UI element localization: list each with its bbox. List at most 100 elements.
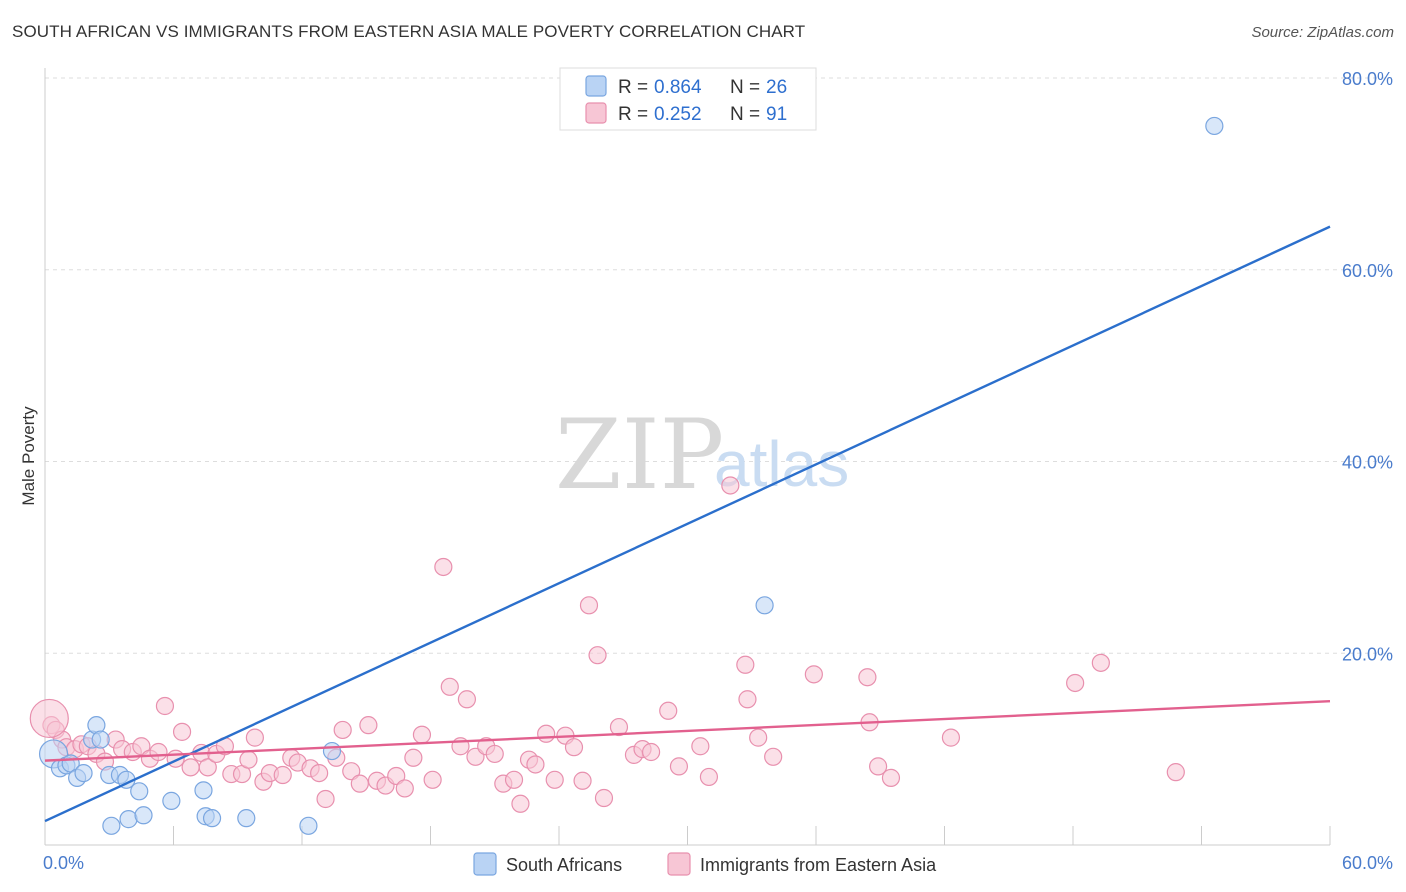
source-credit: Source: ZipAtlas.com (1251, 24, 1394, 41)
immigrants-point (579, 596, 599, 615)
immigrants-point (736, 655, 755, 674)
immigrants-point (132, 737, 151, 756)
immigrants-point (511, 794, 530, 813)
y-tick-label: 20.0% (1342, 644, 1393, 664)
immigrants-point (359, 716, 378, 735)
immigrants-point (440, 677, 459, 696)
immigrants-points (29, 476, 1185, 813)
immigrants-point (941, 728, 961, 747)
watermark-zip: ZIP (555, 399, 724, 511)
south-africans-point (194, 781, 213, 800)
immigrants-point (198, 758, 217, 777)
immigrants-point (485, 744, 504, 764)
y-tick-label: 60.0% (1342, 261, 1393, 281)
immigrants-point (588, 646, 607, 665)
immigrants-point (1066, 673, 1085, 693)
immigrants-point (537, 724, 556, 743)
immigrants-point (333, 720, 352, 740)
south-africans-trend-line (44, 225, 1331, 823)
immigrants-point (869, 757, 888, 776)
grid-lines (45, 77, 1392, 654)
chart-title: SOUTH AFRICAN VS IMMIGRANTS FROM EASTERN… (12, 22, 806, 41)
immigrants-point (239, 750, 258, 769)
x-tick-label-min: 0.0% (43, 853, 84, 873)
south-africans-point (91, 730, 110, 749)
immigrants-point (273, 765, 292, 785)
watermark: ZIP atlas (555, 399, 849, 511)
tick-labels: 20.0% 40.0% 60.0% 80.0% 0.0% 60.0% (43, 69, 1393, 873)
immigrants-point (310, 763, 329, 783)
legend-label-south-africans: South Africans (506, 855, 622, 875)
legend-label-immigrants: Immigrants from Eastern Asia (700, 855, 937, 875)
south-africans-point (755, 596, 774, 615)
immigrants-point (29, 698, 69, 739)
immigrants-point (881, 768, 901, 787)
immigrants-point (564, 738, 584, 757)
series-legend: South Africans Immigrants from Eastern A… (473, 852, 937, 876)
immigrants-point (609, 717, 629, 737)
immigrants-point (434, 557, 453, 577)
legend-r-value-1: 0.864 (654, 77, 702, 98)
immigrants-trend-line (44, 699, 1331, 762)
immigrants-point (573, 771, 592, 790)
south-africans-point (74, 763, 93, 783)
south-africans-point (1205, 116, 1224, 136)
south-africans-point (237, 809, 256, 828)
legend-r-label-1: R = (618, 77, 648, 98)
immigrants-point (699, 767, 719, 787)
legend-swatch-immigrants (667, 852, 691, 876)
south-africans-point (119, 810, 138, 829)
south-africans-point (322, 741, 342, 761)
immigrants-point (1166, 763, 1185, 782)
immigrants-point (395, 779, 414, 798)
immigrants-point (387, 766, 406, 786)
immigrants-point (749, 728, 768, 747)
trend-lines (44, 225, 1331, 823)
legend-n-label-1: N = (730, 77, 760, 98)
immigrants-point (350, 774, 369, 793)
immigrants-point (457, 690, 477, 709)
immigrants-point (423, 770, 442, 789)
immigrants-point (316, 789, 335, 809)
y-tick-label: 40.0% (1342, 453, 1393, 473)
immigrants-point (858, 668, 877, 687)
south-africans-point (102, 816, 121, 835)
immigrants-point (721, 476, 740, 495)
legend-swatch-pink (585, 102, 607, 124)
immigrants-point (545, 770, 564, 789)
correlation-legend: R = 0.864 N = 26 R = 0.252 N = 91 (559, 67, 817, 131)
immigrants-point (764, 747, 783, 766)
immigrants-point (669, 757, 689, 776)
immigrants-point (738, 690, 757, 709)
immigrants-point (594, 788, 614, 808)
legend-n-value-1: 26 (766, 77, 787, 98)
immigrants-point (149, 742, 168, 762)
immigrants-point (526, 755, 545, 774)
south-africans-point (130, 782, 149, 801)
y-axis-title: Male Poverty (19, 406, 38, 506)
immigrants-point (155, 696, 175, 716)
legend-swatch-south-africans (473, 852, 497, 876)
x-tick-label-max: 60.0% (1342, 853, 1393, 873)
immigrants-point (342, 762, 361, 781)
immigrants-point (504, 770, 524, 789)
legend-swatch-blue (585, 75, 607, 97)
legend-r-value-2: 0.252 (654, 104, 702, 125)
south-africans-point (299, 816, 318, 835)
immigrants-point (245, 728, 264, 747)
immigrants-point (404, 748, 423, 767)
immigrants-point (1091, 653, 1110, 672)
south-africans-point (202, 809, 222, 828)
legend-r-label-2: R = (618, 104, 648, 125)
south-africans-point (134, 806, 153, 825)
immigrants-point (641, 742, 661, 762)
legend-n-label-2: N = (730, 104, 760, 125)
immigrants-point (172, 722, 192, 741)
immigrants-point (659, 701, 678, 720)
immigrants-point (181, 758, 200, 777)
y-tick-label: 80.0% (1342, 69, 1393, 89)
immigrants-point (691, 737, 710, 756)
immigrants-point (804, 665, 823, 684)
immigrants-point (412, 725, 432, 744)
